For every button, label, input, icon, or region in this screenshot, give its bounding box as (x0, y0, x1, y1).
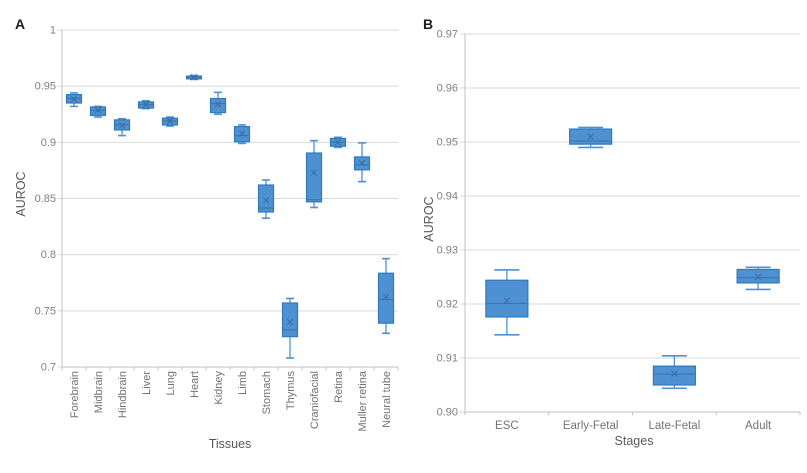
x-tick-label: Adult (745, 420, 772, 432)
y-tick-label: 0.93 (437, 245, 458, 257)
x-tick-label: ESC (495, 420, 519, 432)
y-tick-label: 1 (50, 25, 56, 37)
y-tick-label: 0.95 (35, 81, 56, 93)
y-tick-label: 0.7 (41, 362, 56, 374)
x-tick-label: Muller retina (357, 370, 369, 431)
y-tick-label: 0.95 (437, 137, 458, 149)
panel-a-letter: A (15, 16, 26, 32)
mean-marker (382, 293, 390, 300)
y-tick-label: 0.9 (41, 137, 56, 149)
y-tick-label: 0.92 (437, 299, 458, 311)
panel-a-x-axis-title: Tissues (208, 437, 252, 451)
mean-marker (142, 101, 150, 108)
x-tick-label: Stomach (261, 371, 273, 414)
panel-b-y-axis-title: AUROC (422, 196, 436, 242)
box (281, 302, 299, 338)
box (305, 152, 323, 203)
mean-marker (286, 318, 294, 326)
mean-marker (587, 133, 594, 140)
panel-a-y-axis-title: AUROC (14, 171, 28, 217)
y-tick-label: 0.75 (35, 305, 56, 317)
mean-marker (238, 130, 246, 137)
y-tick-label: 0.91 (437, 353, 458, 365)
mean-marker (262, 196, 270, 204)
mean-marker (214, 100, 222, 108)
mean-marker (94, 107, 102, 114)
mean-marker (358, 159, 366, 167)
y-tick-label: 0.8 (41, 249, 56, 261)
x-tick-label: Limb (237, 371, 249, 395)
x-tick-label: Thymus (285, 371, 297, 411)
x-tick-label: Late-Fetal (648, 420, 700, 432)
mean-marker (503, 297, 511, 304)
box (209, 97, 227, 114)
x-tick-label: Neural tube (381, 371, 393, 428)
x-tick-label: Heart (189, 371, 201, 398)
x-tick-label: Forebrain (69, 371, 81, 418)
x-tick-label: Retina (333, 370, 345, 403)
mean-marker (334, 139, 342, 146)
mean-marker (671, 370, 678, 377)
y-tick-label: 0.85 (35, 193, 56, 205)
mean-marker (190, 73, 198, 81)
mean-marker (70, 95, 78, 103)
x-tick-label: Kidney (213, 371, 225, 405)
x-tick-label: Lung (165, 371, 177, 395)
box (652, 365, 696, 386)
box (233, 126, 251, 143)
mean-marker (166, 117, 174, 125)
box (257, 184, 275, 213)
panel-b-letter: B (423, 16, 434, 32)
mean-marker (118, 122, 126, 129)
y-tick-label: 0.96 (437, 83, 458, 95)
box (377, 272, 395, 324)
box (485, 279, 529, 318)
y-tick-label: 0.94 (437, 191, 458, 203)
y-tick-label: 0.97 (437, 29, 458, 41)
x-tick-label: Craniofacial (309, 371, 321, 429)
mean-marker (754, 273, 762, 281)
mean-marker (310, 169, 318, 176)
panel-b-x-axis-title: Stages (614, 434, 654, 448)
y-tick-label: 0.90 (437, 407, 458, 419)
x-tick-label: Early-Fetal (563, 420, 619, 432)
x-tick-label: Liver (141, 371, 153, 395)
x-tick-label: Midbrain (93, 371, 105, 413)
box (89, 106, 107, 116)
x-tick-label: Hindbrain (117, 371, 129, 418)
box (736, 268, 780, 284)
